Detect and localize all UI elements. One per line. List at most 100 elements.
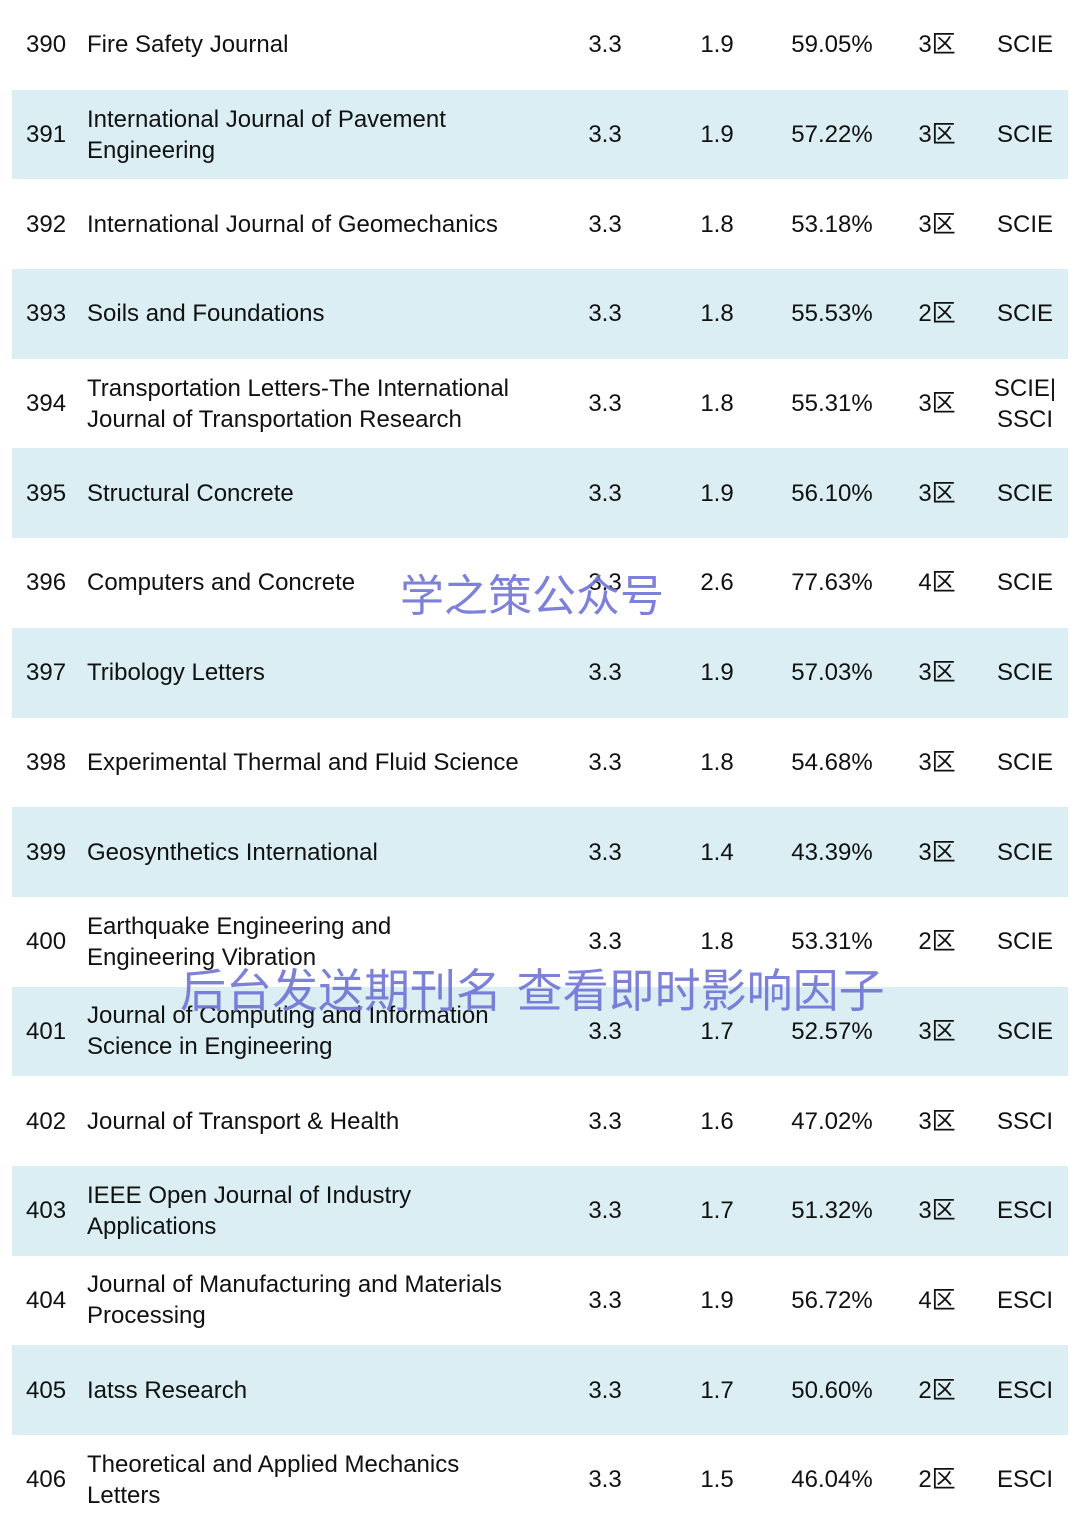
journal-name: Journal of Manufacturing and Materials Pr… <box>87 1256 502 1346</box>
impact-factor: 3.3 <box>588 1107 622 1135</box>
journal-name: Theoretical and Applied Mechanics Letters <box>87 1435 459 1525</box>
rank: 405 <box>26 1376 67 1404</box>
table-row: 406 Theoretical and Applied Mechanics Lett… <box>12 1435 1068 1525</box>
journal-name-line: Journal of Computing and Information <box>87 1002 489 1030</box>
zone: 4区 <box>918 569 956 597</box>
rank: 391 <box>26 121 67 149</box>
journal-name-line: Soils and Foundations <box>87 300 325 328</box>
metric: 1.4 <box>700 838 734 866</box>
journal-table: 390 Fire Safety Journal 3.3 1.9 59.05% 3区 SCIE… <box>12 0 1068 1525</box>
metric: 1.5 <box>700 1466 734 1494</box>
percentage: 53.31% <box>791 928 873 956</box>
rank: 403 <box>26 1197 67 1225</box>
journal-name: International Journal of Geomechanics <box>87 179 498 269</box>
zone: 3区 <box>918 1107 956 1135</box>
metric: 1.7 <box>700 1017 734 1045</box>
index-line: SSCI <box>996 405 1053 433</box>
index: SCIE <box>996 31 1053 59</box>
impact-factor: 3.3 <box>588 838 622 866</box>
zone: 2区 <box>918 300 956 328</box>
rank: 401 <box>26 1017 67 1045</box>
impact-factor: 3.3 <box>588 1286 622 1314</box>
impact-factor: 3.3 <box>588 569 622 597</box>
journal-name: Structural Concrete <box>87 448 294 538</box>
journal-name: Transportation Letters-The International… <box>87 359 509 449</box>
percentage: 57.22% <box>791 121 873 149</box>
journal-name: Soils and Foundations <box>87 269 325 359</box>
table-row: 391 International Journal of Pavement Engi… <box>12 89 1068 180</box>
journal-name-line: Computers and Concrete <box>87 569 356 597</box>
metric: 1.9 <box>700 31 734 59</box>
zone: 4区 <box>918 1286 956 1314</box>
percentage: 43.39% <box>791 838 873 866</box>
rank: 392 <box>26 210 67 238</box>
zone: 3区 <box>918 1197 956 1225</box>
percentage: 54.68% <box>791 748 873 776</box>
table-row: 395 Structural Concrete 3.3 1.9 56.10% 3区 SCIE <box>12 448 1068 539</box>
impact-factor: 3.3 <box>588 479 622 507</box>
journal-name-line: Processing <box>87 1302 206 1330</box>
rank: 402 <box>26 1107 67 1135</box>
rank: 397 <box>26 659 67 687</box>
journal-name-line: Engineering <box>87 136 216 164</box>
metric: 1.7 <box>700 1376 734 1404</box>
journal-name: Journal of Computing and Information Scie… <box>87 987 489 1077</box>
impact-factor: 3.3 <box>588 928 622 956</box>
percentage: 47.02% <box>791 1107 873 1135</box>
journal-name: Tribology Letters <box>87 628 265 718</box>
impact-factor: 3.3 <box>588 31 622 59</box>
journal-name: International Journal of Pavement Enginee… <box>87 90 446 180</box>
percentage: 50.60% <box>791 1376 873 1404</box>
journal-name-line: Journal of Transportation Research <box>87 405 462 433</box>
journal-name: IEEE Open Journal of Industry Application… <box>87 1166 411 1256</box>
zone: 3区 <box>918 748 956 776</box>
zone: 3区 <box>918 390 956 418</box>
watermark: 后台发送期刊名 查看即时影响因子 <box>180 964 885 1018</box>
journal-name: Computers and Concrete <box>87 538 355 628</box>
journal-name-line: International Journal of Geomechanics <box>87 210 498 238</box>
metric: 1.8 <box>700 300 734 328</box>
table-row: 403 IEEE Open Journal of Industry Applicat… <box>12 1165 1068 1256</box>
table-row: 390 Fire Safety Journal 3.3 1.9 59.05% 3区 SCIE <box>12 0 1068 90</box>
journal-name-line: Theoretical and Applied Mechanics <box>87 1450 460 1478</box>
zone: 2区 <box>918 1466 956 1494</box>
rank: 395 <box>26 479 67 507</box>
percentage: 51.32% <box>791 1197 873 1225</box>
journal-name-line: Journal of Manufacturing and Materials <box>87 1271 502 1299</box>
journal-name-line: Geosynthetics International <box>87 838 378 866</box>
rank: 398 <box>26 748 67 776</box>
index: ESCI <box>996 1376 1053 1404</box>
journal-name-line: Earthquake Engineering and <box>87 912 392 940</box>
impact-factor: 3.3 <box>588 210 622 238</box>
zone: 3区 <box>918 838 956 866</box>
index: ESCI <box>996 1197 1053 1225</box>
metric: 1.8 <box>700 748 734 776</box>
index: SCIE <box>996 210 1053 238</box>
table-row: 401 Journal of Computing and Information S… <box>12 986 1068 1077</box>
impact-factor: 3.3 <box>588 1376 622 1404</box>
index: SCIE <box>996 748 1053 776</box>
journal-name-line: Tribology Letters <box>87 659 265 687</box>
index: SCIE <box>996 928 1053 956</box>
percentage: 77.63% <box>791 569 873 597</box>
journal-name-line: International Journal of Pavement <box>87 105 446 133</box>
table-row: 398 Experimental Thermal and Fluid Scienc… <box>12 718 1068 808</box>
zone: 3区 <box>918 479 956 507</box>
table-row: 404 Journal of Manufacturing and Material… <box>12 1256 1068 1346</box>
journal-name: Journal of Transport & Health <box>87 1076 399 1166</box>
journal-name-line: Transportation Letters-The International <box>87 374 510 402</box>
index: ESCI <box>996 1466 1053 1494</box>
metric: 1.8 <box>700 928 734 956</box>
rank: 396 <box>26 569 67 597</box>
rank: 394 <box>26 390 67 418</box>
metric: 1.9 <box>700 479 734 507</box>
zone: 3区 <box>918 1017 956 1045</box>
zone: 3区 <box>918 210 956 238</box>
zone: 3区 <box>918 659 956 687</box>
metric: 1.9 <box>700 659 734 687</box>
index: SCIE| SSCI <box>982 359 1068 449</box>
percentage: 53.18% <box>791 210 873 238</box>
metric: 1.8 <box>700 390 734 418</box>
rank: 404 <box>26 1286 67 1314</box>
